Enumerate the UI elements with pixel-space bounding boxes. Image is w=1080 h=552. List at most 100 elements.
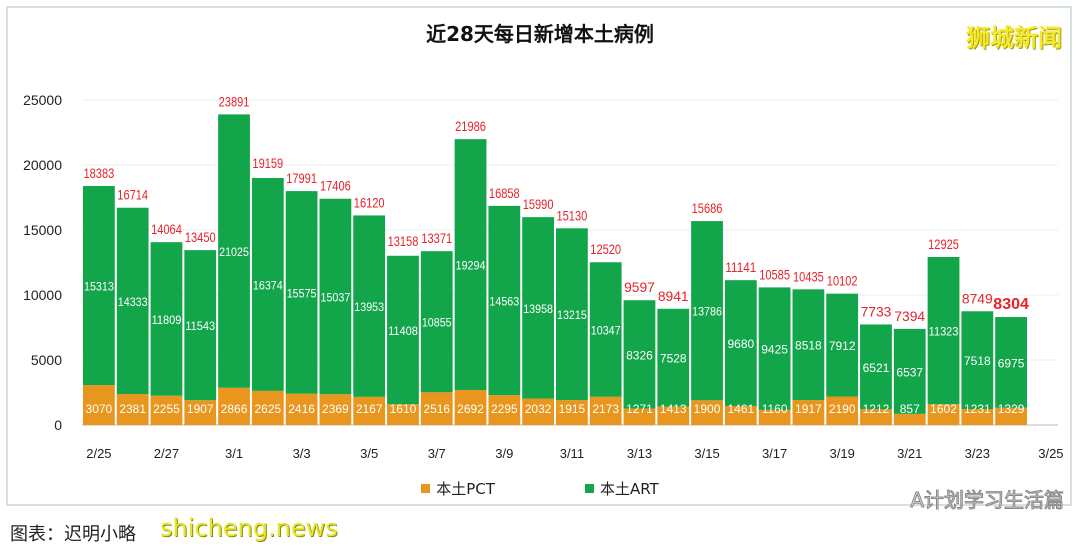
- data-label-pct: 2255: [153, 402, 180, 416]
- data-label-pct: 1461: [727, 402, 754, 416]
- x-tick-label: 3/9: [495, 446, 513, 461]
- data-label-total: 8304: [993, 296, 1029, 313]
- data-label-pct: 1160: [762, 402, 788, 416]
- bar-art: [691, 221, 723, 401]
- data-label-art: 13953: [354, 300, 384, 314]
- data-label-pct: 2173: [592, 402, 619, 416]
- data-label-art: 14563: [489, 295, 519, 309]
- data-label-total: 7733: [861, 303, 892, 319]
- data-label-pct: 1917: [795, 402, 822, 416]
- data-label-art: 14333: [118, 295, 148, 309]
- bar-art: [927, 256, 960, 405]
- account-watermark: A计划学习生活篇: [910, 488, 1065, 513]
- data-label-pct: 1231: [964, 402, 991, 416]
- y-tick-label: 15000: [23, 222, 62, 238]
- bar-pct: [184, 400, 217, 425]
- bar-pct: [589, 396, 622, 425]
- data-label-art: 15037: [321, 290, 351, 304]
- bar-pct: [116, 394, 149, 425]
- bar-art: [488, 205, 521, 396]
- bar-art: [826, 293, 859, 397]
- data-label-total: 16714: [117, 187, 148, 203]
- data-label-pct: 1610: [390, 402, 417, 416]
- data-label-total: 8941: [658, 288, 689, 304]
- x-tick-label: 3/7: [428, 446, 446, 461]
- legend-item-art: 本土ART: [584, 478, 659, 499]
- x-tick-label: 3/13: [627, 446, 652, 461]
- data-label-art: 7912: [829, 339, 856, 353]
- bar-art: [251, 178, 284, 391]
- x-tick-label: 3/25: [1038, 446, 1063, 461]
- bar-pct: [150, 395, 183, 425]
- bar-pct: [961, 408, 994, 425]
- brand-watermark: 狮城新闻: [966, 24, 1062, 52]
- data-label-total: 15990: [523, 196, 554, 212]
- y-tick-label: 0: [54, 417, 62, 433]
- bar-art: [285, 191, 318, 394]
- data-label-total: 10585: [759, 266, 790, 282]
- data-label-total: 7394: [894, 308, 925, 324]
- data-label-pct: 2295: [491, 402, 518, 416]
- x-tick-label: 2/27: [154, 446, 179, 461]
- legend-label: 本土ART: [599, 480, 659, 498]
- data-label-art: 7528: [660, 352, 687, 366]
- bar-art: [623, 300, 656, 409]
- data-label-pct: 2866: [221, 402, 248, 416]
- bar-pct: [826, 396, 859, 425]
- bar-pct: [657, 406, 690, 425]
- bar-pct: [285, 393, 318, 425]
- data-label-total: 17406: [320, 178, 351, 194]
- data-label-art: 15575: [287, 286, 317, 300]
- data-label-pct: 2032: [525, 402, 552, 416]
- bar-pct: [420, 392, 453, 425]
- bar-art: [893, 328, 926, 414]
- bar-pct: [319, 394, 352, 425]
- bar-pct: [83, 385, 115, 425]
- data-label-pct: 857: [900, 402, 920, 416]
- chart-title: 近28天每日新增本土病例: [426, 22, 654, 46]
- legend: 本土PCT 本土ART: [0, 478, 1080, 499]
- data-label-pct: 2692: [457, 402, 484, 416]
- data-label-total: 14064: [151, 221, 182, 237]
- bar-pct: [792, 400, 825, 425]
- bar-art: [387, 255, 419, 405]
- data-label-total: 8749: [962, 290, 993, 306]
- bar-art: [995, 317, 1027, 408]
- data-label-art: 11408: [388, 324, 418, 338]
- data-label-total: 19159: [252, 155, 283, 171]
- data-label-total: 15686: [692, 200, 723, 216]
- bar-art: [319, 198, 352, 395]
- data-label-art: 19294: [456, 259, 486, 273]
- data-label-total: 11141: [725, 259, 756, 275]
- bar-art: [961, 311, 994, 409]
- data-label-pct: 1602: [930, 402, 957, 416]
- data-label-pct: 2381: [119, 402, 146, 416]
- data-label-art: 8518: [795, 339, 822, 353]
- data-label-pct: 1329: [998, 402, 1025, 416]
- bar-art: [184, 250, 217, 401]
- bar-art: [454, 139, 487, 391]
- data-label-art: 11323: [929, 325, 959, 339]
- bar-pct: [758, 409, 791, 425]
- bar-pct: [387, 404, 419, 425]
- data-label-pct: 3070: [86, 402, 113, 416]
- data-label-total: 9597: [624, 279, 655, 295]
- bar-art: [758, 287, 791, 410]
- data-label-total: 13450: [185, 229, 216, 245]
- data-label-pct: 1915: [559, 402, 586, 416]
- data-label-pct: 1907: [187, 402, 214, 416]
- bar-pct: [893, 413, 926, 425]
- data-label-total: 16858: [489, 185, 520, 201]
- x-tick-label: 3/15: [694, 446, 719, 461]
- bar-art: [556, 228, 588, 401]
- site-watermark: shicheng.news: [160, 514, 338, 542]
- x-tick-label: 3/19: [830, 446, 855, 461]
- x-tick-label: 3/17: [762, 446, 787, 461]
- x-tick-label: 3/11: [560, 446, 584, 461]
- data-label-art: 8326: [626, 348, 653, 362]
- y-tick-label: 25000: [23, 92, 62, 108]
- data-label-total: 13158: [388, 233, 419, 249]
- bar-pct: [353, 396, 386, 425]
- data-label-art: 9680: [727, 337, 754, 351]
